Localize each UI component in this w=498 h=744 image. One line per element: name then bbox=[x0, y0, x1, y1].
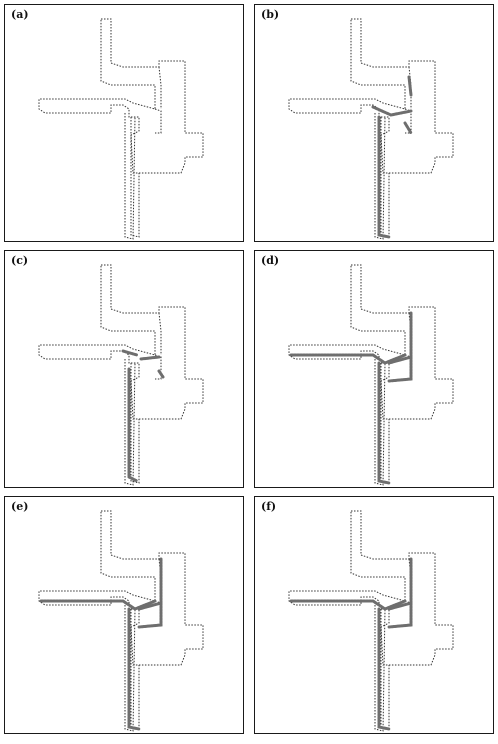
outline-segment bbox=[380, 117, 390, 238]
outline-segment bbox=[374, 359, 386, 486]
panel-f: (f) bbox=[254, 496, 494, 734]
outline-segment bbox=[124, 359, 136, 486]
panel-label: (a) bbox=[11, 8, 29, 21]
panel-label: (c) bbox=[11, 254, 29, 267]
trajectory-highlight-right-column bbox=[387, 557, 413, 629]
trajectory-highlight-junction-nodes bbox=[121, 349, 165, 379]
outline-segment bbox=[404, 108, 412, 134]
outline-segment bbox=[38, 264, 204, 420]
floorplan-map bbox=[38, 510, 204, 732]
trajectory-highlight-vertical-corridor bbox=[377, 607, 391, 731]
panel-b: (b) bbox=[254, 4, 494, 242]
floorplan-outline bbox=[38, 510, 204, 732]
outline-segment bbox=[38, 510, 204, 666]
outline-segment bbox=[288, 18, 454, 174]
outline-segment bbox=[130, 363, 140, 484]
outline-segment bbox=[288, 510, 454, 666]
outline-segment bbox=[38, 18, 204, 174]
panel-label: (f) bbox=[261, 500, 277, 513]
floorplan-map bbox=[288, 264, 454, 486]
floorplan-map bbox=[288, 510, 454, 732]
floorplan-map bbox=[38, 264, 204, 486]
trajectory-highlight-vertical-corridor bbox=[377, 361, 391, 485]
outline-segment bbox=[158, 66, 162, 109]
floorplan-outline bbox=[288, 510, 454, 732]
outline-segment bbox=[158, 312, 162, 355]
panel-label: (b) bbox=[261, 8, 280, 21]
floorplan-outline bbox=[38, 264, 204, 486]
panel-d: (d) bbox=[254, 250, 494, 488]
trajectory-highlight-vertical-corridor bbox=[377, 115, 391, 239]
floorplan-map bbox=[38, 18, 204, 240]
trajectory-highlight-vertical-corridor bbox=[127, 607, 141, 731]
trajectory-highlight-right-column bbox=[137, 557, 163, 629]
floorplan-outline bbox=[38, 18, 204, 240]
outline-segment bbox=[130, 117, 140, 238]
outline-segment bbox=[124, 605, 136, 732]
outline-segment bbox=[154, 108, 162, 134]
trajectory-highlight-horizontal-corridor bbox=[39, 599, 157, 611]
trajectory-highlight-vertical-corridor-thin bbox=[127, 367, 139, 483]
outline-segment bbox=[374, 113, 386, 240]
floorplan-map bbox=[288, 18, 454, 240]
trajectory-highlight-right-column bbox=[387, 311, 413, 383]
panel-label: (d) bbox=[261, 254, 280, 267]
outline-segment bbox=[124, 113, 136, 240]
panel-a: (a) bbox=[4, 4, 244, 242]
panel-label: (e) bbox=[11, 500, 29, 513]
outline-segment bbox=[374, 605, 386, 732]
floorplan-outline bbox=[288, 18, 454, 240]
panel-c: (c) bbox=[4, 250, 244, 488]
outline-segment bbox=[288, 264, 454, 420]
panel-e: (e) bbox=[4, 496, 244, 734]
trajectory-highlight-horizontal-corridor bbox=[289, 353, 407, 365]
trajectory-highlight-horizontal-corridor bbox=[289, 599, 407, 611]
trajectory-highlight-tjunction-top bbox=[371, 105, 413, 117]
trajectory-highlight-right-stub bbox=[403, 75, 413, 135]
floorplan-outline bbox=[288, 264, 454, 486]
